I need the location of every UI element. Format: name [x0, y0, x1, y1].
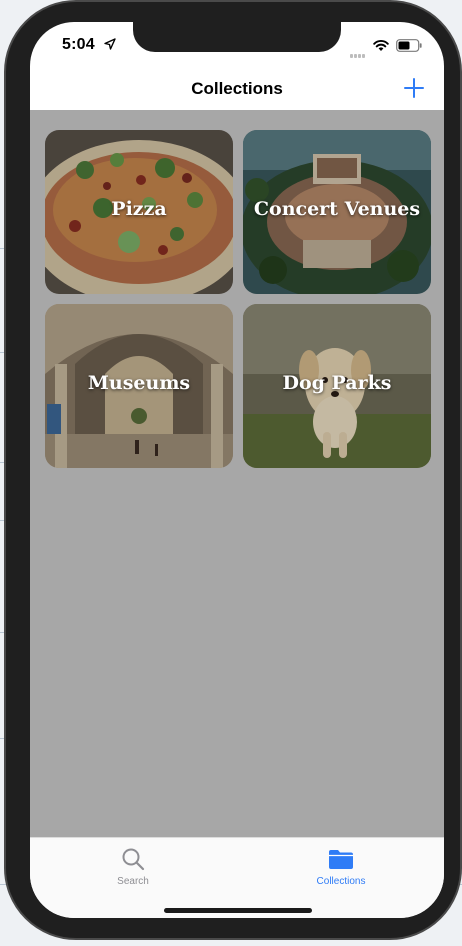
- wifi-icon: [373, 40, 389, 51]
- location-arrow-icon: [104, 38, 116, 50]
- collection-tile-concert-venues[interactable]: Concert Venues: [243, 130, 431, 294]
- pizza-photo: [45, 130, 233, 294]
- museum-hall-photo: [45, 304, 233, 468]
- collection-label: Dog Parks: [282, 372, 392, 394]
- plus-icon: [404, 78, 424, 98]
- collection-tile-museums[interactable]: Museums: [45, 304, 233, 468]
- status-time: 5:04: [62, 36, 95, 53]
- tab-search-label: Search: [117, 876, 149, 887]
- status-bar: 5:04: [30, 22, 444, 66]
- puppy-photo: [243, 304, 431, 468]
- collections-area: Pizza: [30, 110, 444, 837]
- tab-search[interactable]: Search: [73, 846, 193, 887]
- add-collection-button[interactable]: [402, 76, 426, 100]
- collection-tile-dog-parks[interactable]: Dog Parks: [243, 304, 431, 468]
- collection-label: Concert Venues: [253, 198, 421, 220]
- collection-label: Pizza: [111, 198, 167, 220]
- collection-label: Museums: [87, 372, 191, 394]
- home-indicator: [164, 908, 312, 913]
- signal-icon: [350, 45, 370, 58]
- battery-icon: [396, 39, 422, 52]
- tab-collections-label: Collections: [316, 876, 366, 887]
- tab-bar: Search Collections: [30, 837, 444, 918]
- page-title: Collections: [191, 79, 283, 98]
- notch: [133, 22, 341, 52]
- navigation-bar: Collections: [30, 66, 444, 110]
- phone-screen: 5:04 Collections: [30, 22, 444, 918]
- phone-frame: 5:04 Collections: [4, 0, 462, 940]
- folder-icon: [329, 850, 353, 869]
- collection-tile-pizza[interactable]: Pizza: [45, 130, 233, 294]
- magnifier-icon: [122, 848, 145, 871]
- tab-collections[interactable]: Collections: [281, 846, 401, 887]
- concert-venue-photo: [243, 130, 431, 294]
